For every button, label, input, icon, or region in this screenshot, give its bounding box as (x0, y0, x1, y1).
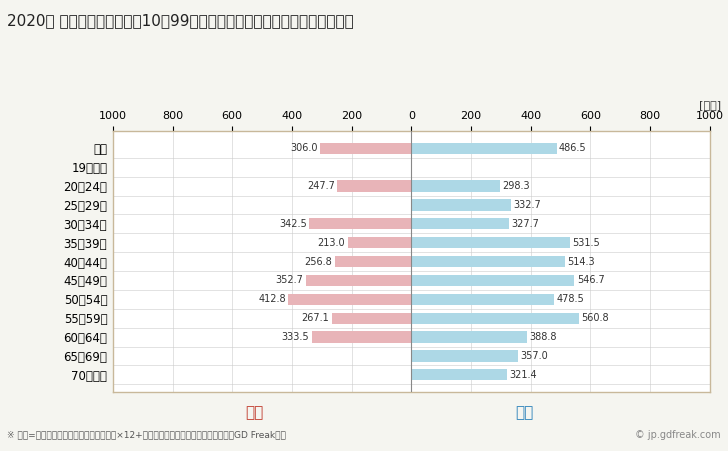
Bar (411, 218, 509, 230)
Text: 352.7: 352.7 (276, 276, 304, 285)
Text: 342.5: 342.5 (279, 219, 306, 229)
Bar (306, 275, 411, 286)
Text: 560.8: 560.8 (581, 313, 609, 323)
Text: 247.7: 247.7 (307, 181, 335, 191)
Bar (337, 180, 411, 192)
Text: 男性: 男性 (515, 405, 534, 420)
Bar (411, 350, 518, 362)
Bar (335, 256, 411, 267)
Text: © jp.gdfreak.com: © jp.gdfreak.com (635, 430, 721, 440)
Text: 531.5: 531.5 (572, 238, 600, 248)
Bar (411, 313, 579, 324)
Text: 486.5: 486.5 (559, 143, 587, 153)
Bar (411, 275, 574, 286)
Text: 478.5: 478.5 (556, 295, 585, 304)
Text: 332.7: 332.7 (513, 200, 541, 210)
Text: 388.8: 388.8 (530, 332, 557, 342)
Bar (348, 237, 411, 249)
Bar (411, 256, 565, 267)
Text: 298.3: 298.3 (503, 181, 531, 191)
Bar (411, 331, 527, 343)
Bar (331, 313, 411, 324)
Text: ※ 年収=「きまって支給する現金給与額」×12+「年間賞与その他特別給与額」としてGD Freak推計: ※ 年収=「きまって支給する現金給与額」×12+「年間賞与その他特別給与額」とし… (7, 431, 286, 440)
Text: 267.1: 267.1 (301, 313, 329, 323)
Bar (309, 218, 411, 230)
Text: 256.8: 256.8 (304, 257, 332, 267)
Bar (312, 331, 411, 343)
Text: 213.0: 213.0 (317, 238, 345, 248)
Bar (411, 237, 570, 249)
Text: [万円]: [万円] (699, 101, 721, 110)
Bar (411, 294, 554, 305)
Text: 514.3: 514.3 (567, 257, 595, 267)
Text: 女性: 女性 (245, 405, 264, 420)
Bar (411, 199, 510, 211)
Bar (411, 369, 507, 381)
Text: 333.5: 333.5 (282, 332, 309, 342)
Text: 546.7: 546.7 (577, 276, 605, 285)
Bar (411, 180, 500, 192)
Text: 321.4: 321.4 (510, 370, 537, 380)
Bar (288, 294, 411, 305)
Text: 357.0: 357.0 (521, 351, 548, 361)
Text: 412.8: 412.8 (258, 295, 285, 304)
Bar (320, 143, 411, 154)
Text: 306.0: 306.0 (290, 143, 317, 153)
Bar (411, 143, 556, 154)
Text: 2020年 民間企業（従業者数10〜99人）フルタイム労働者の男女別平均年収: 2020年 民間企業（従業者数10〜99人）フルタイム労働者の男女別平均年収 (7, 14, 354, 28)
Text: 327.7: 327.7 (512, 219, 539, 229)
